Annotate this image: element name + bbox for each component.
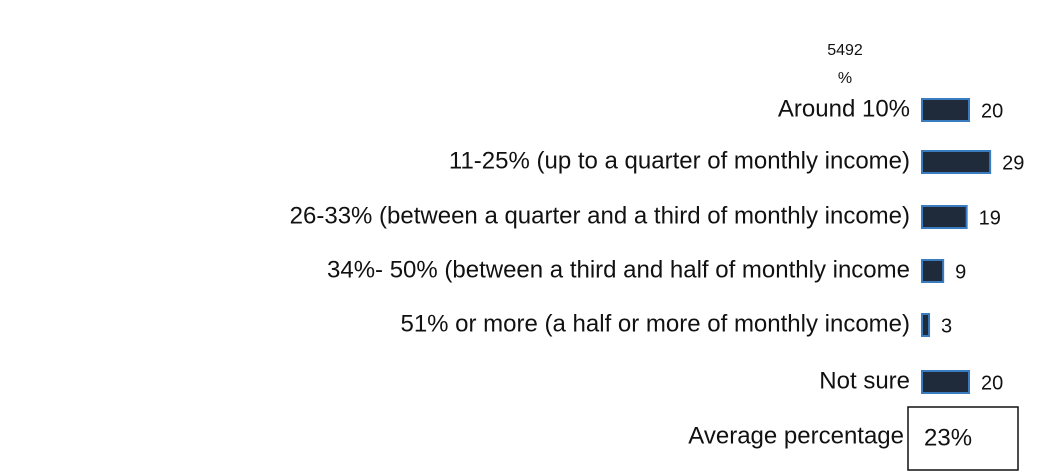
bar (921, 205, 968, 229)
bar (921, 313, 931, 337)
category-label: Around 10% (778, 95, 910, 122)
category-label: 26-33% (between a quarter and a third of… (290, 202, 910, 229)
value-label: 3 (941, 315, 952, 337)
category-label: 11-25% (up to a quarter of monthly incom… (449, 147, 910, 174)
category-label: 51% or more (a half or more of monthly i… (400, 310, 910, 337)
value-label: 19 (979, 207, 1001, 229)
value-label: 20 (981, 372, 1003, 394)
bar (921, 98, 970, 122)
value-label: 29 (1002, 152, 1024, 174)
bar (921, 259, 945, 283)
value-label: 9 (955, 261, 966, 283)
category-label: 34%- 50% (between a third and half of mo… (327, 256, 910, 283)
column-header: 5492 (827, 42, 863, 59)
average-label: Average percentage (688, 422, 904, 449)
average-value: 23% (924, 424, 972, 451)
value-label: 20 (981, 100, 1003, 122)
bar (921, 150, 992, 174)
category-label: Not sure (819, 367, 910, 394)
column-header-unit: % (838, 70, 852, 87)
average-box (907, 406, 1019, 471)
bar (921, 370, 970, 394)
